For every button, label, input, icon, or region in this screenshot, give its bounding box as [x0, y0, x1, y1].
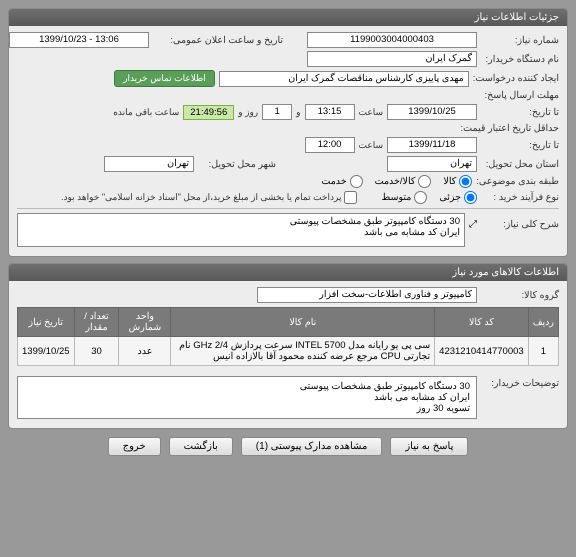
answer-date-value: 1399/10/25 — [387, 104, 477, 120]
reply-button[interactable]: پاسخ به نیاز — [390, 437, 468, 456]
purchase-low-input[interactable] — [464, 191, 477, 204]
pkg-kalaservice-label: کالا/خدمت — [375, 176, 416, 187]
city-value: تهران — [104, 156, 194, 172]
footer-buttons: پاسخ به نیاز مشاهده مدارک پیوستی (1) باز… — [8, 437, 568, 456]
and-label: و — [296, 107, 300, 118]
desc-label: شرح کلی نیاز: — [481, 213, 559, 230]
th-qty: تعداد / مقدار — [74, 308, 119, 337]
credit-deadline-label: حداقل تاریخ اعتبار قیمت: — [461, 123, 559, 134]
table-row: 14231210414770003سی پی یو رایانه مدل INT… — [18, 337, 559, 366]
purchase-mid-label: متوسط — [381, 192, 411, 203]
exit-button[interactable]: خروج — [108, 437, 161, 456]
group-value: کامپیوتر و فناوری اطلاعات-سخت افزار — [257, 287, 477, 303]
desc-textarea[interactable] — [17, 213, 465, 247]
province-value: تهران — [387, 156, 477, 172]
need-no-value: 1199003004000403 — [307, 32, 477, 48]
td-row: 1 — [528, 337, 558, 366]
treasury-checkbox-input[interactable] — [344, 191, 357, 204]
until-date2-label: تا تاریخ: — [481, 140, 559, 151]
answer-deadline-label: مهلت ارسال پاسخ: — [481, 90, 559, 101]
th-unit: واحد شمارش — [119, 308, 171, 337]
td-qty: 30 — [74, 337, 119, 366]
back-button[interactable]: بازگشت — [169, 437, 233, 456]
time-label-1: ساعت — [359, 107, 384, 118]
view-attach-button[interactable]: مشاهده مدارک پیوستی (1) — [241, 437, 383, 456]
pkg-kala-input[interactable] — [459, 175, 472, 188]
td-name: سی پی یو رایانه مدل INTEL 5700 سرعت پردا… — [171, 337, 435, 366]
answer-days-value: 1 — [262, 104, 292, 120]
credit-time-value: 12:00 — [305, 137, 355, 153]
org-name-label: نام دستگاه خریدار: — [481, 54, 559, 65]
td-unit: عدد — [119, 337, 171, 366]
answer-time-value: 13:15 — [305, 104, 355, 120]
table-header-row: ردیف کد کالا نام کالا واحد شمارش تعداد /… — [18, 308, 559, 337]
package-type-label: طبقه بندی موضوعی: — [476, 176, 559, 187]
purchase-low-radio[interactable]: جزئی — [439, 191, 477, 204]
pkg-kalaservice-radio[interactable]: کالا/خدمت — [375, 175, 432, 188]
pkg-service-input[interactable] — [350, 175, 363, 188]
announce-date-label: تاریخ و ساعت اعلان عمومی: — [153, 35, 283, 46]
expand-icon[interactable]: ⤢ — [469, 213, 477, 230]
treasury-checkbox[interactable]: پرداخت تمام یا بخشی از مبلغ خرید،از محل … — [61, 191, 357, 204]
th-name: نام کالا — [171, 308, 435, 337]
pkg-kala-label: کالا — [443, 176, 456, 187]
creator-value: مهدی پاییزی کارشناس مناقصات گمرک ایران — [219, 71, 469, 87]
purchase-type-group: جزئی متوسط — [381, 191, 477, 204]
pkg-service-radio[interactable]: خدمت — [321, 175, 362, 188]
purchase-mid-input[interactable] — [414, 191, 427, 204]
treasury-note: پرداخت تمام یا بخشی از مبلغ خرید،از محل … — [61, 192, 341, 203]
need-info-header: جزئیات اطلاعات نیاز — [9, 9, 567, 26]
package-type-group: کالا کالا/خدمت خدمت — [321, 175, 472, 188]
credit-date-value: 1399/11/18 — [387, 137, 477, 153]
need-no-label: شماره نیاز: — [481, 35, 559, 46]
pkg-kala-radio[interactable]: کالا — [443, 175, 472, 188]
contact-badge[interactable]: اطلاعات تماس خریدار — [114, 70, 215, 87]
province-label: استان محل تحویل: — [481, 159, 559, 170]
purchase-mid-radio[interactable]: متوسط — [381, 191, 427, 204]
pkg-service-label: خدمت — [321, 176, 346, 187]
th-code: کد کالا — [435, 308, 529, 337]
goods-info-header: اطلاعات کالاهای مورد نیاز — [9, 264, 567, 281]
remain-time-badge: 21:49:56 — [183, 105, 234, 120]
td-needdate: 1399/10/25 — [18, 337, 75, 366]
group-label: گروه کالا: — [481, 290, 559, 301]
purchase-type-label: نوع فرآیند خرید : — [481, 192, 559, 203]
purchase-low-label: جزئی — [439, 192, 461, 203]
announce-date-value: 1399/10/23 - 13:06 — [9, 32, 149, 48]
until-date-label: تا تاریخ: — [481, 107, 559, 118]
creator-label: ایجاد کننده درخواست: — [473, 73, 559, 84]
time-label-2: ساعت — [359, 140, 384, 151]
need-info-panel: جزئیات اطلاعات نیاز شماره نیاز: 11990030… — [8, 8, 568, 257]
td-code: 4231210414770003 — [435, 337, 529, 366]
buyer-note-text: 30 دستگاه کامپیوتر طبق مشخصات پیوستی ایر… — [17, 376, 477, 419]
th-row: ردیف — [528, 308, 558, 337]
city-label: شهر محل تحویل: — [198, 159, 276, 170]
day-label: روز و — [238, 107, 258, 118]
org-name-value: گمرک ایران — [307, 51, 477, 67]
buyer-note-label: توضیحات خریدار: — [481, 372, 559, 389]
th-needdate: تاریخ نیاز — [18, 308, 75, 337]
goods-info-panel: اطلاعات کالاهای مورد نیاز گروه کالا: کام… — [8, 263, 568, 429]
remain-label: ساعت باقی مانده — [113, 107, 179, 118]
pkg-kalaservice-input[interactable] — [418, 175, 431, 188]
goods-table: ردیف کد کالا نام کالا واحد شمارش تعداد /… — [17, 307, 559, 366]
